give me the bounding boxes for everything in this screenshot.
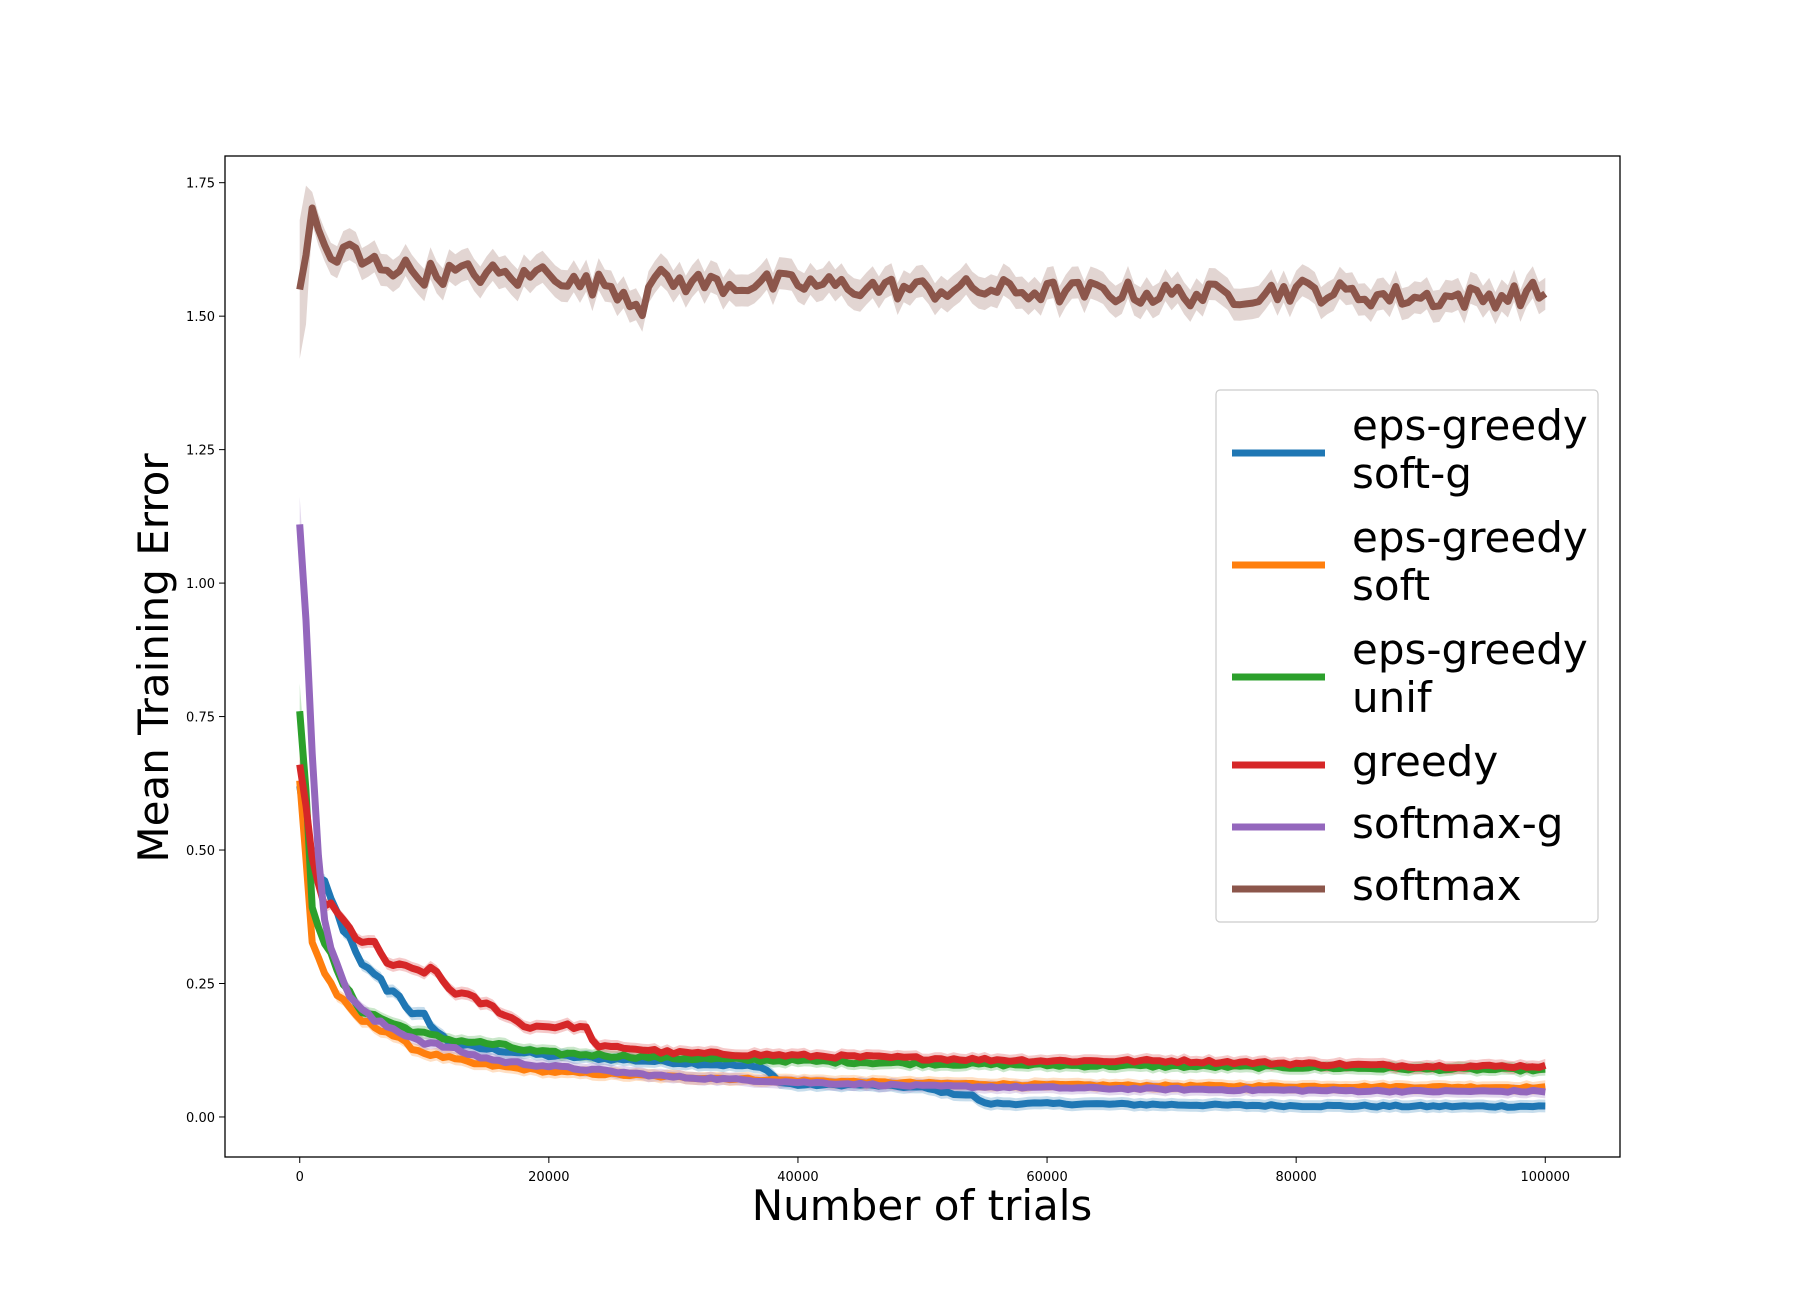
y-tick-label: 0.25 xyxy=(186,977,215,992)
x-tick-label: 100000 xyxy=(1520,1170,1570,1185)
series-band-2 xyxy=(299,683,1546,1078)
series-band-4 xyxy=(299,496,1546,1099)
y-tick-label: 1.75 xyxy=(186,177,215,192)
y-tick-label: 1.00 xyxy=(186,577,215,592)
x-tick-label: 0 xyxy=(296,1170,304,1185)
y-tick-label: 0.00 xyxy=(186,1111,215,1126)
x-axis-ticks: 0 20000 40000 60000 80000 100000 xyxy=(296,1157,1570,1185)
legend-label-1: eps-greedy xyxy=(1352,513,1588,562)
y-tick-label: 0.50 xyxy=(186,844,215,859)
x-tick-label: 60000 xyxy=(1026,1170,1067,1185)
series-line-5 xyxy=(296,204,1548,320)
legend-label-0: soft-g xyxy=(1352,449,1472,498)
x-tick-label: 80000 xyxy=(1275,1170,1316,1185)
x-axis-label: Number of trials xyxy=(752,1181,1093,1230)
x-tick-label: 40000 xyxy=(777,1170,818,1185)
legend-label-2: eps-greedy xyxy=(1352,625,1588,674)
y-tick-label: 1.50 xyxy=(186,310,215,325)
legend-label-3: greedy xyxy=(1352,737,1498,786)
legend-label-1: soft xyxy=(1352,561,1430,610)
x-tick-label: 20000 xyxy=(528,1170,569,1185)
confidence-bands xyxy=(299,185,1546,1114)
series-line-3 xyxy=(296,764,1547,1072)
series-band-5 xyxy=(299,185,1546,359)
series-line-4 xyxy=(296,524,1546,1096)
legend-frame xyxy=(1215,389,1599,923)
y-axis-ticks: 0.00 0.25 0.50 0.75 1.00 1.25 1.50 1.75 xyxy=(186,177,225,1126)
y-tick-label: 0.75 xyxy=(186,711,215,726)
series-line-2 xyxy=(296,710,1546,1075)
legend-label-4: softmax-g xyxy=(1352,799,1563,848)
legend: eps-greedysoft-geps-greedysofteps-greedy… xyxy=(1215,389,1599,923)
legend-label-0: eps-greedy xyxy=(1352,401,1588,450)
y-tick-label: 1.25 xyxy=(186,444,215,459)
y-axis-label: Mean Training Error xyxy=(129,453,178,863)
legend-label-5: softmax xyxy=(1352,861,1522,910)
legend-label-2: unif xyxy=(1352,673,1433,722)
series-lines xyxy=(296,204,1548,1111)
plot-frame xyxy=(224,155,1621,1158)
